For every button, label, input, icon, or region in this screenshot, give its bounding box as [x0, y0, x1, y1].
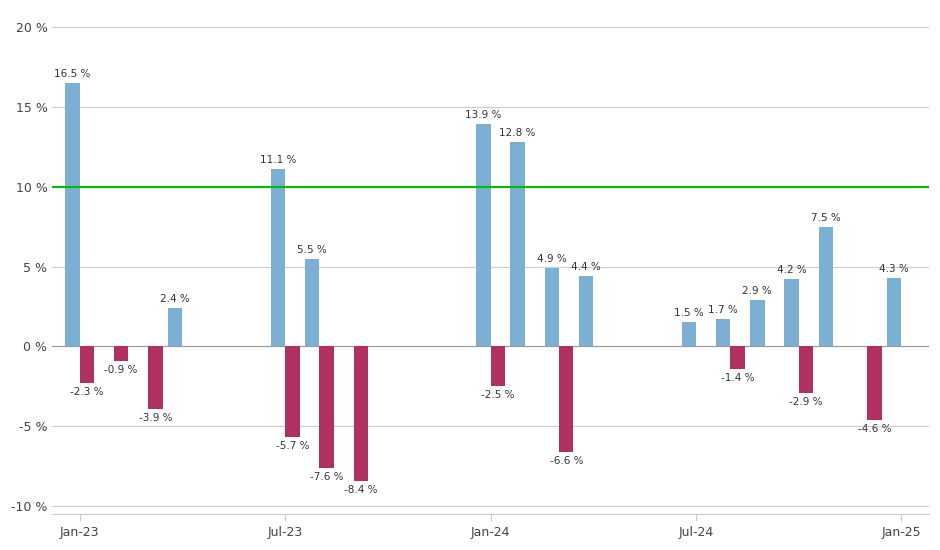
Text: -0.9 %: -0.9 % — [104, 365, 138, 375]
Bar — [784, 279, 799, 346]
Text: 16.5 %: 16.5 % — [55, 69, 91, 79]
Bar — [285, 346, 300, 437]
Bar — [168, 308, 182, 346]
Text: -5.7 %: -5.7 % — [275, 442, 309, 452]
Text: -3.9 %: -3.9 % — [139, 412, 172, 423]
Text: -2.3 %: -2.3 % — [70, 387, 103, 397]
Text: 4.4 %: 4.4 % — [572, 262, 601, 272]
Text: 2.9 %: 2.9 % — [743, 286, 773, 296]
Text: 4.2 %: 4.2 % — [776, 265, 807, 276]
Bar — [477, 124, 491, 346]
Bar — [306, 258, 320, 346]
Bar — [716, 320, 730, 346]
Text: 12.8 %: 12.8 % — [499, 128, 536, 138]
Text: -6.6 %: -6.6 % — [550, 456, 583, 466]
Text: -1.4 %: -1.4 % — [721, 373, 754, 383]
Text: 7.5 %: 7.5 % — [811, 213, 840, 223]
Text: -2.9 %: -2.9 % — [790, 397, 822, 406]
Bar — [819, 227, 833, 346]
Bar — [491, 346, 505, 386]
Text: 4.9 %: 4.9 % — [537, 254, 567, 264]
Text: -4.6 %: -4.6 % — [857, 424, 891, 434]
Bar — [887, 278, 901, 346]
Bar — [682, 322, 696, 346]
Bar — [510, 142, 525, 346]
Text: 5.5 %: 5.5 % — [297, 245, 327, 255]
Bar — [750, 300, 764, 346]
Text: -2.5 %: -2.5 % — [481, 390, 514, 400]
Bar — [799, 346, 813, 393]
Bar — [868, 346, 882, 420]
Bar — [544, 268, 559, 346]
Bar — [66, 83, 80, 346]
Text: 1.7 %: 1.7 % — [708, 305, 738, 315]
Bar — [320, 346, 334, 468]
Text: 13.9 %: 13.9 % — [465, 111, 502, 120]
Text: 11.1 %: 11.1 % — [259, 155, 296, 165]
Bar — [114, 346, 129, 361]
Bar — [80, 346, 94, 383]
Bar — [149, 346, 163, 409]
Text: -7.6 %: -7.6 % — [310, 472, 343, 482]
Bar — [730, 346, 744, 369]
Text: 4.3 %: 4.3 % — [880, 264, 909, 274]
Bar — [579, 276, 593, 346]
Text: 1.5 %: 1.5 % — [674, 309, 704, 318]
Text: -8.4 %: -8.4 % — [344, 485, 378, 494]
Text: 2.4 %: 2.4 % — [161, 294, 190, 304]
Bar — [353, 346, 368, 481]
Bar — [559, 346, 573, 452]
Bar — [271, 169, 285, 346]
